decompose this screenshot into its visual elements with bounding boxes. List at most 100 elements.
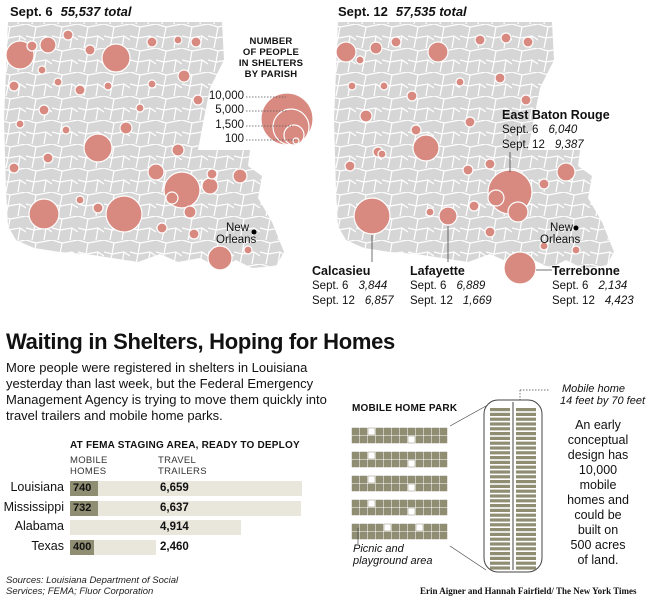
colhead-line: TRAILERS xyxy=(158,466,207,477)
park-block xyxy=(391,531,400,540)
home-unit xyxy=(490,432,510,436)
bubble xyxy=(147,163,165,181)
callout-east-baton-rouge: East Baton Rouge Sept. 6 6,040 Sept. 12 9,… xyxy=(502,108,610,153)
park-block xyxy=(423,459,432,468)
park-block xyxy=(359,531,368,540)
bubble xyxy=(462,164,474,176)
home-unit xyxy=(490,528,510,532)
bubble xyxy=(183,205,197,219)
park-block xyxy=(407,507,416,516)
home-unit xyxy=(516,537,536,541)
park-block xyxy=(399,499,408,508)
callout-value: 9,387 xyxy=(554,139,584,151)
home-unit xyxy=(516,475,536,479)
bubble xyxy=(156,222,168,234)
bubble xyxy=(369,41,383,55)
colhead-line: MOBILE xyxy=(70,455,108,466)
home-unit xyxy=(516,432,536,436)
bubble xyxy=(190,36,202,48)
park-block xyxy=(431,483,440,492)
park-block xyxy=(375,475,384,484)
callout-value: 2,134 xyxy=(598,280,628,292)
park-block xyxy=(367,523,376,532)
park-block xyxy=(351,475,360,484)
park-diagram xyxy=(351,389,550,573)
home-unit xyxy=(516,532,536,536)
travel-trailer-bar xyxy=(70,501,301,516)
park-block xyxy=(375,435,384,444)
row-label: Texas xyxy=(31,539,64,553)
map-right-date: Sept. 12 xyxy=(338,4,388,19)
bubble xyxy=(571,245,581,255)
col-mobile-homes: MOBILE HOMES xyxy=(70,455,108,477)
bubble xyxy=(556,162,576,182)
park-block xyxy=(391,475,400,484)
park-block xyxy=(383,499,392,508)
legend-title-line: NUMBER xyxy=(249,36,293,47)
park-block xyxy=(359,427,368,436)
bubble xyxy=(39,36,57,54)
concept-text: An early conceptual design has 10,000 mo… xyxy=(560,418,636,568)
home-unit xyxy=(516,523,536,527)
home-unit xyxy=(490,480,510,484)
park-block xyxy=(407,499,416,508)
park-block xyxy=(399,451,408,460)
bubble xyxy=(412,134,440,162)
park-block xyxy=(367,459,376,468)
park-block xyxy=(431,499,440,508)
bubble xyxy=(26,40,38,52)
park-block xyxy=(431,435,440,444)
home-unit xyxy=(490,446,510,450)
col-travel-trailers: TRAVEL TRAILERS xyxy=(158,455,207,477)
new-orleans-line: New xyxy=(226,222,250,234)
bubble xyxy=(147,79,157,89)
bubble xyxy=(28,198,60,230)
row-label: Mississippi xyxy=(3,500,64,514)
fema-title: AT FEMA STAGING AREA, READY TO DEPLOY xyxy=(70,440,300,451)
park-block xyxy=(367,435,376,444)
park-block xyxy=(383,451,392,460)
bubble xyxy=(243,245,253,255)
park-block xyxy=(383,459,392,468)
park-block xyxy=(407,427,416,436)
bubble xyxy=(522,36,534,48)
callout-date: Sept. 6 xyxy=(502,124,539,136)
home-unit xyxy=(516,508,536,512)
map-left-title: Sept. 6 55,537 total xyxy=(10,4,131,19)
home-unit xyxy=(490,460,510,464)
park-block xyxy=(367,499,376,508)
bubble xyxy=(377,149,387,159)
bubble xyxy=(101,43,131,73)
bubble xyxy=(359,109,373,123)
callout-name: Terrebonne xyxy=(552,264,620,278)
callout-value: 6,889 xyxy=(456,280,486,292)
park-block xyxy=(391,507,400,516)
park-block xyxy=(431,451,440,460)
bubble xyxy=(207,245,233,271)
bubble xyxy=(61,125,71,135)
park-block xyxy=(423,451,432,460)
park-block xyxy=(367,451,376,460)
park-block xyxy=(391,435,400,444)
park-block xyxy=(351,523,360,532)
home-unit xyxy=(516,480,536,484)
bubble xyxy=(347,81,357,91)
home-unit xyxy=(490,451,510,455)
home-unit xyxy=(516,542,536,546)
legend-title-line: OF PEOPLE xyxy=(242,47,300,58)
bubble xyxy=(171,143,185,157)
home-unit xyxy=(516,489,536,493)
park-block xyxy=(359,483,368,492)
callout-date: Sept. 12 xyxy=(410,295,453,307)
home-unit xyxy=(490,484,510,488)
concept-line: conceptual xyxy=(567,433,629,447)
home-unit xyxy=(490,422,510,426)
home-unit xyxy=(516,556,536,560)
home-unit xyxy=(516,465,536,469)
home-unit xyxy=(490,504,510,508)
legend-title-line: IN SHELTERS xyxy=(238,58,304,69)
bubble xyxy=(335,41,357,63)
callout-value: 1,669 xyxy=(462,295,492,307)
park-block xyxy=(439,483,448,492)
bubble xyxy=(494,72,506,84)
